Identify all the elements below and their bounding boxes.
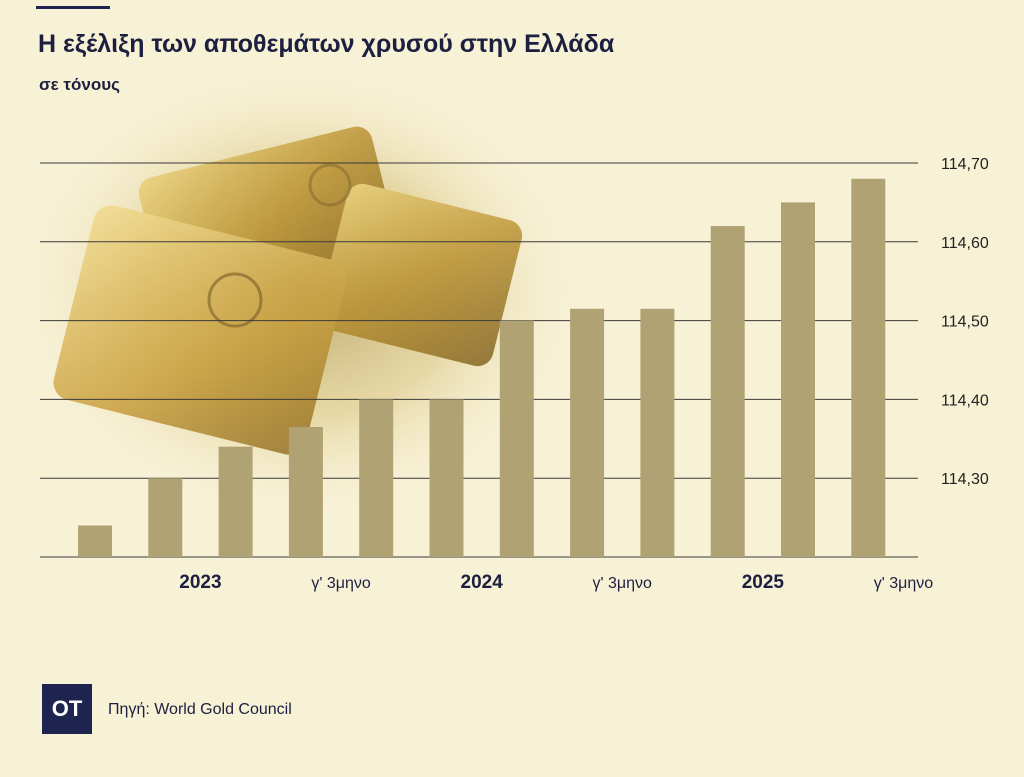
bar xyxy=(288,426,323,557)
y-tick-label: 114,40 xyxy=(941,392,989,409)
bar xyxy=(499,320,534,557)
y-tick-label: 114,70 xyxy=(941,156,989,173)
x-axis-label: γ' 3μηνο xyxy=(311,575,371,592)
bar xyxy=(359,399,394,557)
bar xyxy=(78,525,112,557)
x-axis-label: 2025 xyxy=(742,572,785,593)
top-accent-rule xyxy=(36,6,110,9)
bar xyxy=(218,446,253,557)
y-axis-ticks: 114,30 114,40 114,50 114,60 114,70 xyxy=(941,156,989,488)
gold-bar-front xyxy=(53,205,347,455)
y-tick-label: 114,50 xyxy=(941,314,989,331)
x-axis-label: γ' 3μηνο xyxy=(593,575,653,592)
chart-title: Η εξέλιξη των αποθεμάτων χρυσού στην Ελλ… xyxy=(38,30,615,58)
bar xyxy=(851,178,886,557)
globe-icon xyxy=(308,163,352,207)
bar xyxy=(710,226,745,558)
y-tick-label: 114,30 xyxy=(941,471,989,488)
bar xyxy=(570,308,605,557)
globe-icon xyxy=(207,272,263,328)
bar xyxy=(781,202,815,557)
ot-logo: OT xyxy=(42,684,92,734)
y-tick-label: 114,60 xyxy=(941,235,989,252)
bar xyxy=(429,399,464,557)
x-axis-labels: 2023 γ' 3μηνο 2024 γ' 3μηνο 2025 γ' 3μηνο xyxy=(179,572,933,593)
source-note: Πηγή: World Gold Council xyxy=(108,701,292,718)
x-axis-label: γ' 3μηνο xyxy=(874,575,934,592)
x-axis-label: 2024 xyxy=(461,572,504,593)
gridlines xyxy=(40,162,918,558)
bars xyxy=(78,178,886,558)
x-axis-label: 2023 xyxy=(179,572,221,593)
bar xyxy=(640,308,675,557)
chart-subtitle: σε τόνους xyxy=(39,75,120,94)
bar xyxy=(148,478,183,557)
bar-chart: 114,30 114,40 114,50 114,60 114,70 2023 γ' 3μ… xyxy=(10,60,989,593)
